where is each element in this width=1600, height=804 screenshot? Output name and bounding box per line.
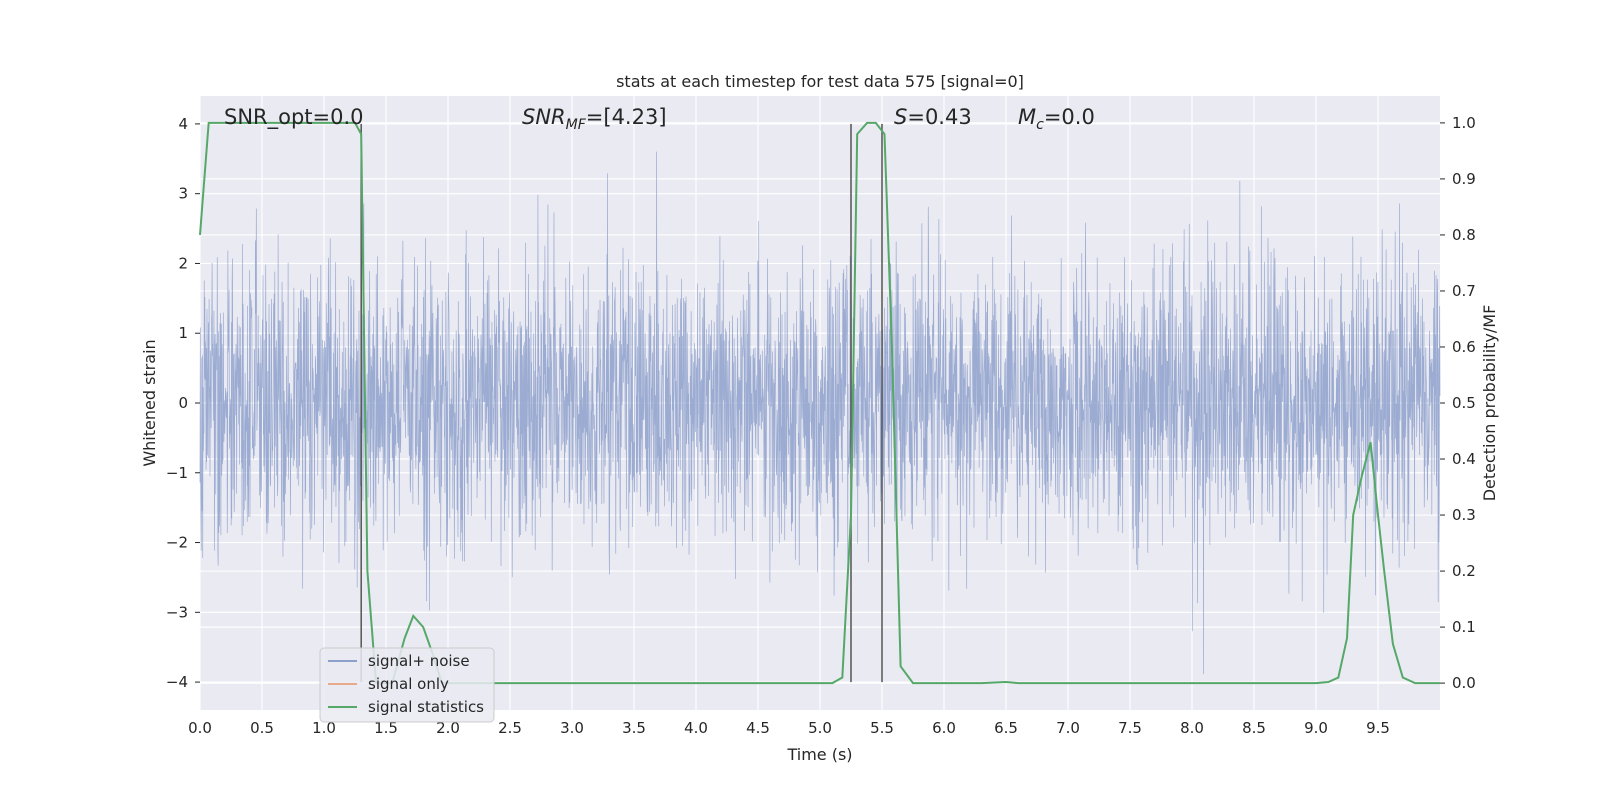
x-tick-label: 5.0 [808, 719, 832, 737]
y-tick-label-left: −4 [166, 673, 188, 691]
legend-label-signal: signal only [368, 675, 449, 693]
y-tick-label-left: −2 [166, 534, 188, 552]
x-tick-label: 4.0 [684, 719, 708, 737]
snr-mf-base: SNR [522, 105, 566, 129]
y-tick-label-right: 0.6 [1452, 338, 1476, 356]
y-tick-label-left: 0 [178, 394, 188, 412]
x-tick-label: 1.5 [374, 719, 398, 737]
y-tick-label-right: 0.9 [1452, 170, 1476, 188]
legend: signal+ noise signal only signal statist… [319, 647, 495, 723]
mc-sub: c [1036, 117, 1044, 133]
snr-opt-annotation: SNR_opt=0.0 [224, 105, 364, 130]
x-tick-labels: 0.0 0.5 1.0 1.5 2.0 2.5 3.0 3.5 4.0 4.5 5.0 5.5 6.0 6… [188, 719, 1390, 737]
legend-label-stats: signal statistics [368, 698, 484, 716]
s-value: =0.43 [907, 105, 971, 129]
signal-noise-series [199, 151, 1441, 675]
y-tick-label-right: 0.4 [1452, 450, 1476, 468]
x-tick-label: 4.5 [746, 719, 770, 737]
y-tick-label-left: −1 [166, 464, 188, 482]
y-tick-label-left: 4 [178, 115, 188, 133]
left-y-axis-label: Whitened strain [140, 339, 159, 466]
right-y-tick-labels: 1.0 0.9 0.8 0.7 0.6 0.5 0.4 0.3 0.2 0.1 0.0 [1440, 114, 1476, 692]
x-tick-label: 0.0 [188, 719, 212, 737]
x-tick-label: 9.5 [1366, 719, 1390, 737]
x-tick-label: 8.0 [1180, 719, 1204, 737]
x-tick-label: 5.5 [870, 719, 894, 737]
snr-mf-sub: MF [566, 117, 587, 133]
y-tick-label-left: 2 [178, 254, 188, 272]
y-tick-label-right: 0.2 [1452, 562, 1476, 580]
x-tick-label: 8.5 [1242, 719, 1266, 737]
vertical-lines [360, 123, 883, 683]
x-tick-label: 6.0 [932, 719, 956, 737]
mc-symbol: M [1018, 105, 1036, 129]
x-tick-label: 9.0 [1304, 719, 1328, 737]
x-tick-label: 1.0 [312, 719, 336, 737]
y-tick-label-left: 1 [178, 324, 188, 342]
snr-mf-value: =[4.23] [586, 105, 667, 129]
y-tick-label-right: 0.1 [1452, 618, 1476, 636]
y-tick-label-right: 1.0 [1452, 114, 1476, 132]
y-tick-label-left: −3 [166, 603, 188, 621]
x-tick-label: 2.0 [436, 719, 460, 737]
x-tick-label: 0.5 [250, 719, 274, 737]
signal-statistics-series [199, 121, 1440, 685]
x-tick-label: 3.0 [560, 719, 584, 737]
x-tick-label: 7.0 [1056, 719, 1080, 737]
x-tick-label: 7.5 [1118, 719, 1142, 737]
s-annotation: S=0.43 [894, 105, 972, 129]
signal-statistics-line [199, 121, 1440, 685]
legend-label-noise: signal+ noise [368, 652, 470, 670]
legend-box [319, 647, 495, 723]
left-y-tick-labels: 4 3 2 1 0 −1 −2 −3 −4 [166, 115, 200, 691]
y-tick-label-right: 0.7 [1452, 282, 1476, 300]
snr-mf-annotation: SNRMF=[4.23] [522, 105, 667, 133]
right-y-axis-label: Detection probability/MF [1480, 305, 1499, 502]
chart-title: stats at each timestep for test data 575… [616, 72, 1024, 91]
x-tick-label: 6.5 [994, 719, 1018, 737]
mc-annotation: Mc=0.0 [1018, 105, 1095, 133]
x-tick-label: 3.5 [622, 719, 646, 737]
y-tick-label-right: 0.3 [1452, 506, 1476, 524]
mc-value: =0.0 [1044, 105, 1095, 129]
x-tick-label: 2.5 [498, 719, 522, 737]
x-axis-label: Time (s) [786, 745, 852, 764]
y-tick-label-right: 0.8 [1452, 226, 1476, 244]
signal-noise-line [199, 151, 1441, 675]
y-tick-label-right: 0.5 [1452, 394, 1476, 412]
y-tick-label-right: 0.0 [1452, 674, 1476, 692]
y-tick-label-left: 3 [178, 185, 188, 203]
s-symbol: S [894, 105, 907, 129]
